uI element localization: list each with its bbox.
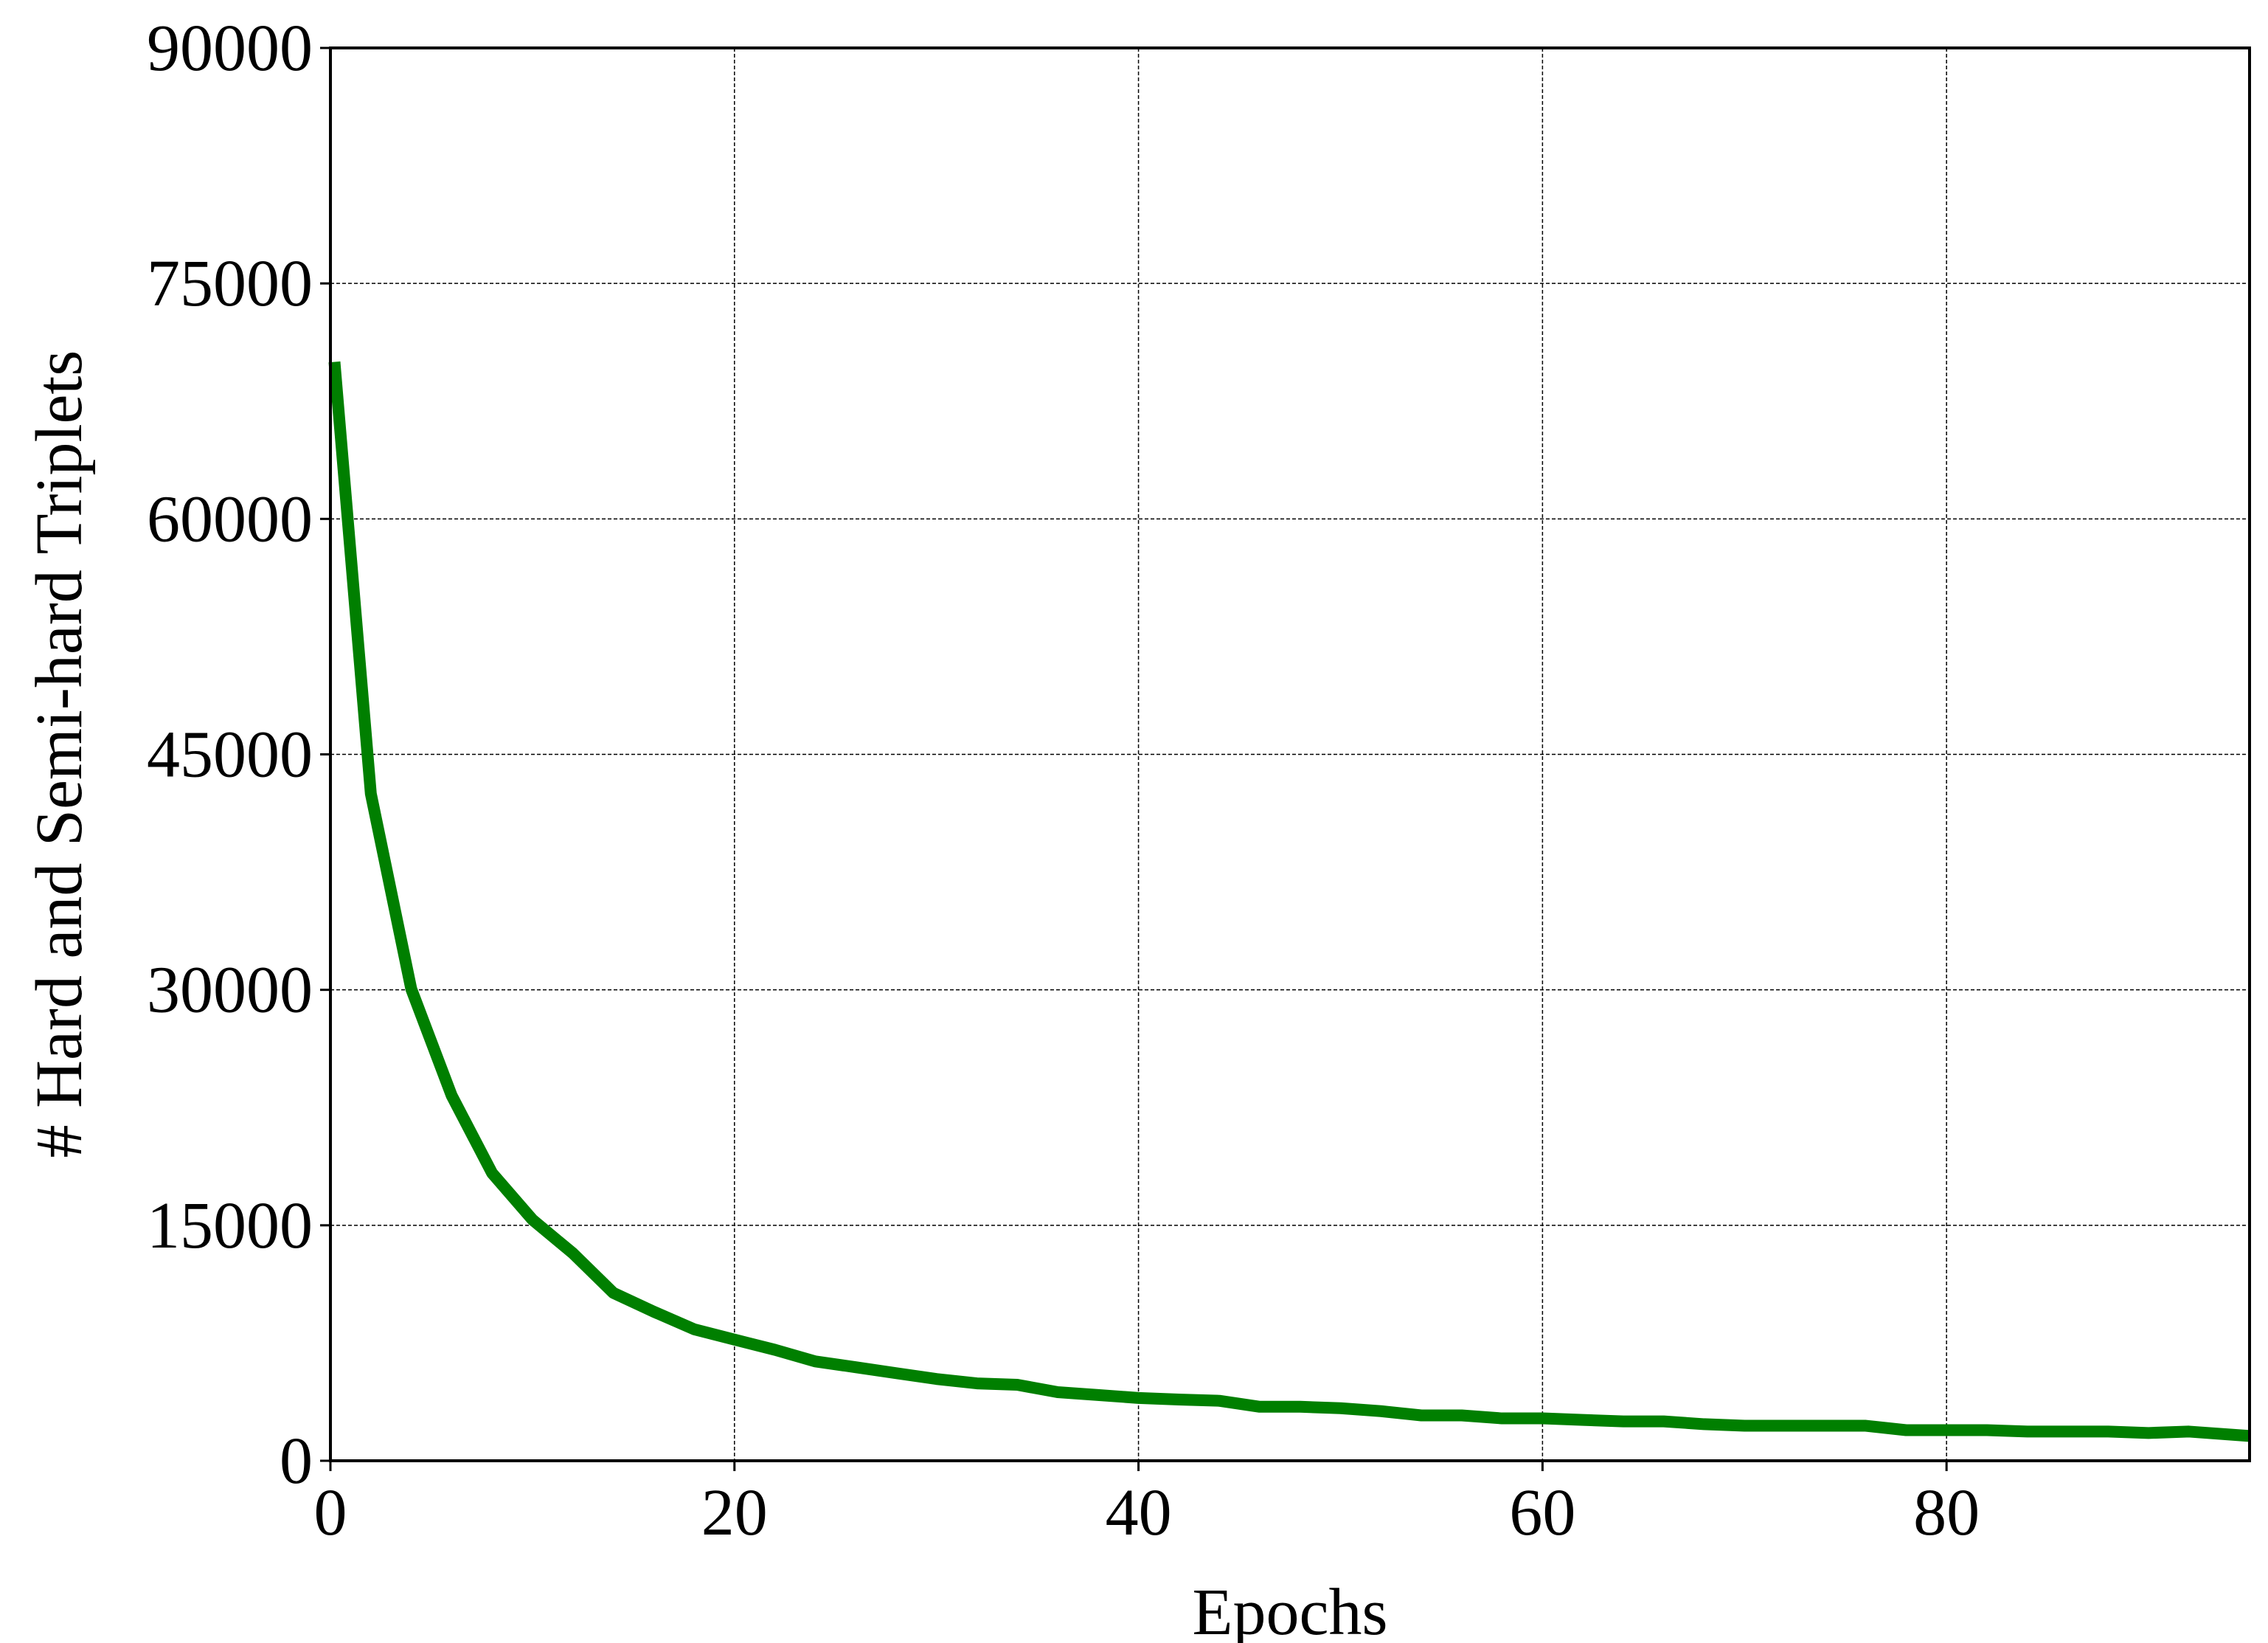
y-tick-label: 0 <box>280 1425 313 1498</box>
x-axis-label: Epochs <box>1193 1576 1388 1643</box>
y-tick-label: 45000 <box>147 719 313 792</box>
y-axis-label: # Hard and Semi-hard Triplets <box>23 350 96 1158</box>
x-tick-label: 20 <box>701 1476 768 1549</box>
y-tick-label: 60000 <box>147 482 313 556</box>
data-line <box>328 361 2250 1442</box>
x-tick-label: 40 <box>1106 1476 1172 1549</box>
x-tick-label: 80 <box>1913 1476 1980 1549</box>
y-tick-label: 30000 <box>147 954 313 1027</box>
y-tick-label: 90000 <box>147 12 313 85</box>
x-tick-label: 60 <box>1509 1476 1575 1549</box>
y-tick-label: 75000 <box>147 247 313 320</box>
y-tick-label: 15000 <box>147 1189 313 1262</box>
x-tick-label: 0 <box>314 1476 347 1549</box>
plot-frame <box>329 46 2251 1462</box>
